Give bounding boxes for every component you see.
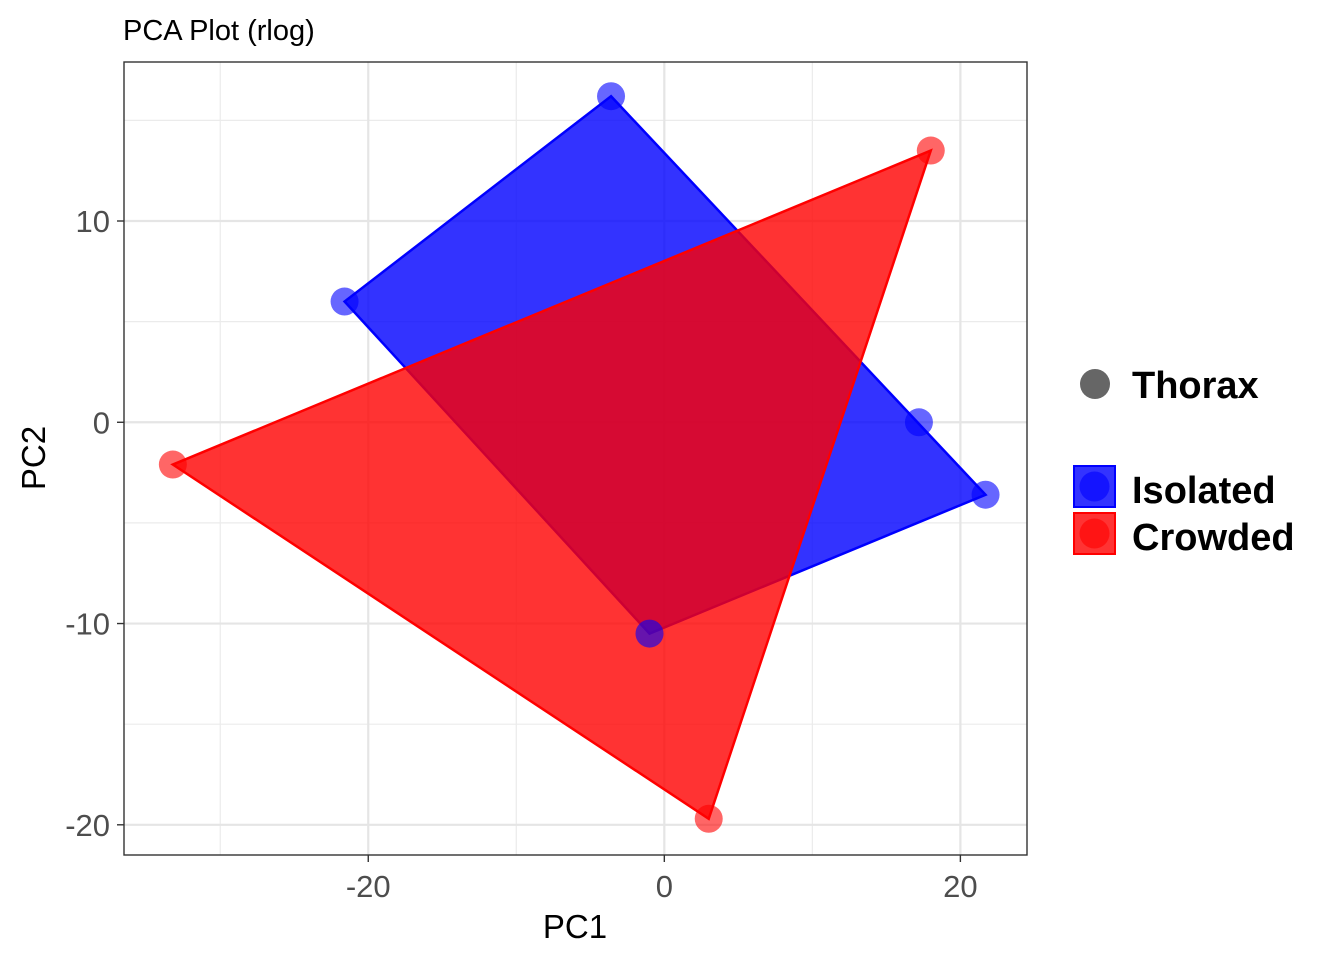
legend-label-isolated: Isolated (1132, 470, 1276, 512)
point-isolated (971, 480, 1000, 509)
legend-label-thorax: Thorax (1132, 365, 1259, 407)
x-axis-title: PC1 (543, 908, 607, 945)
y-tick-label: 10 (76, 204, 110, 239)
y-tick-label: 0 (93, 405, 110, 440)
legend-dot-isolated (1079, 471, 1110, 502)
hull-crowded (170, 148, 933, 821)
x-axis-ticks: -20 0 20 (346, 855, 978, 904)
legend-label-crowded: Crowded (1132, 517, 1295, 559)
point-isolated (597, 82, 626, 111)
x-tick-label: -20 (346, 869, 391, 904)
y-tick-label: -10 (65, 607, 110, 642)
point-crowded (158, 450, 187, 479)
legend-dot-crowded (1079, 518, 1110, 549)
point-isolated (635, 619, 664, 648)
legend-key-thorax (1080, 369, 1110, 399)
panel-border (123, 61, 1028, 856)
plot-panel (123, 61, 1028, 856)
point-isolated (330, 287, 359, 316)
x-tick-label: 0 (656, 869, 673, 904)
y-axis-ticks: -20 -10 0 10 (65, 204, 124, 843)
legend-key-isolated (1073, 465, 1116, 508)
sample-points (158, 82, 1000, 833)
point-crowded (694, 804, 723, 833)
plot-title: PCA Plot (rlog) (123, 15, 315, 47)
group-hulls (170, 94, 988, 821)
x-tick-label: 20 (943, 869, 977, 904)
y-axis-title: PC2 (15, 426, 52, 490)
legend-key-crowded (1073, 512, 1116, 555)
legend: Thorax Isolated Crowded (1073, 365, 1295, 559)
y-tick-label: -20 (65, 808, 110, 843)
point-isolated (904, 408, 933, 437)
point-crowded (916, 136, 945, 165)
